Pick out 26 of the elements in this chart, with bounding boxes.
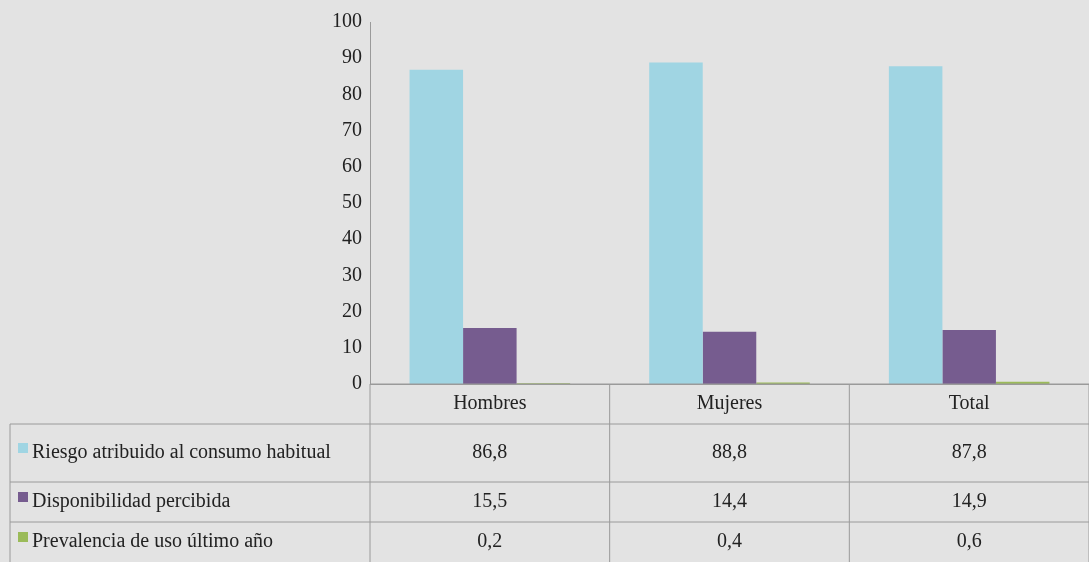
y-tick-label: 90 xyxy=(342,45,362,68)
legend-label: Riesgo atribuido al consumo habitual xyxy=(32,440,332,464)
y-tick-label: 100 xyxy=(332,9,362,32)
data-label: 86,8 xyxy=(472,440,508,463)
legend-label: Disponibilidad percibida xyxy=(32,489,231,513)
data-label: 88,8 xyxy=(712,440,747,463)
data-label: 14,9 xyxy=(951,489,987,512)
data-label: 0,6 xyxy=(956,529,982,552)
y-tick-label: 40 xyxy=(342,226,362,249)
y-tick-label: 80 xyxy=(342,81,362,104)
y-tick-label: 10 xyxy=(342,335,362,358)
y-tick-label: 50 xyxy=(342,190,362,213)
y-tick-label: 0 xyxy=(352,371,362,394)
x-tick-label: Total xyxy=(948,391,991,414)
data-label: 0,2 xyxy=(477,529,503,552)
data-label: 87,8 xyxy=(951,440,987,463)
data-label: 15,5 xyxy=(472,489,508,512)
y-tick-label: 70 xyxy=(342,117,362,140)
x-tick-label: Hombres xyxy=(453,391,527,414)
y-tick-label: 60 xyxy=(342,154,362,177)
x-tick-label: Mujeres xyxy=(696,391,763,415)
data-label: 0,4 xyxy=(717,529,742,552)
y-tick-label: 30 xyxy=(342,262,362,285)
data-label: 14,4 xyxy=(712,489,747,512)
y-tick-label: 20 xyxy=(342,298,362,321)
legend-label: Prevalencia de uso último año xyxy=(32,529,274,552)
